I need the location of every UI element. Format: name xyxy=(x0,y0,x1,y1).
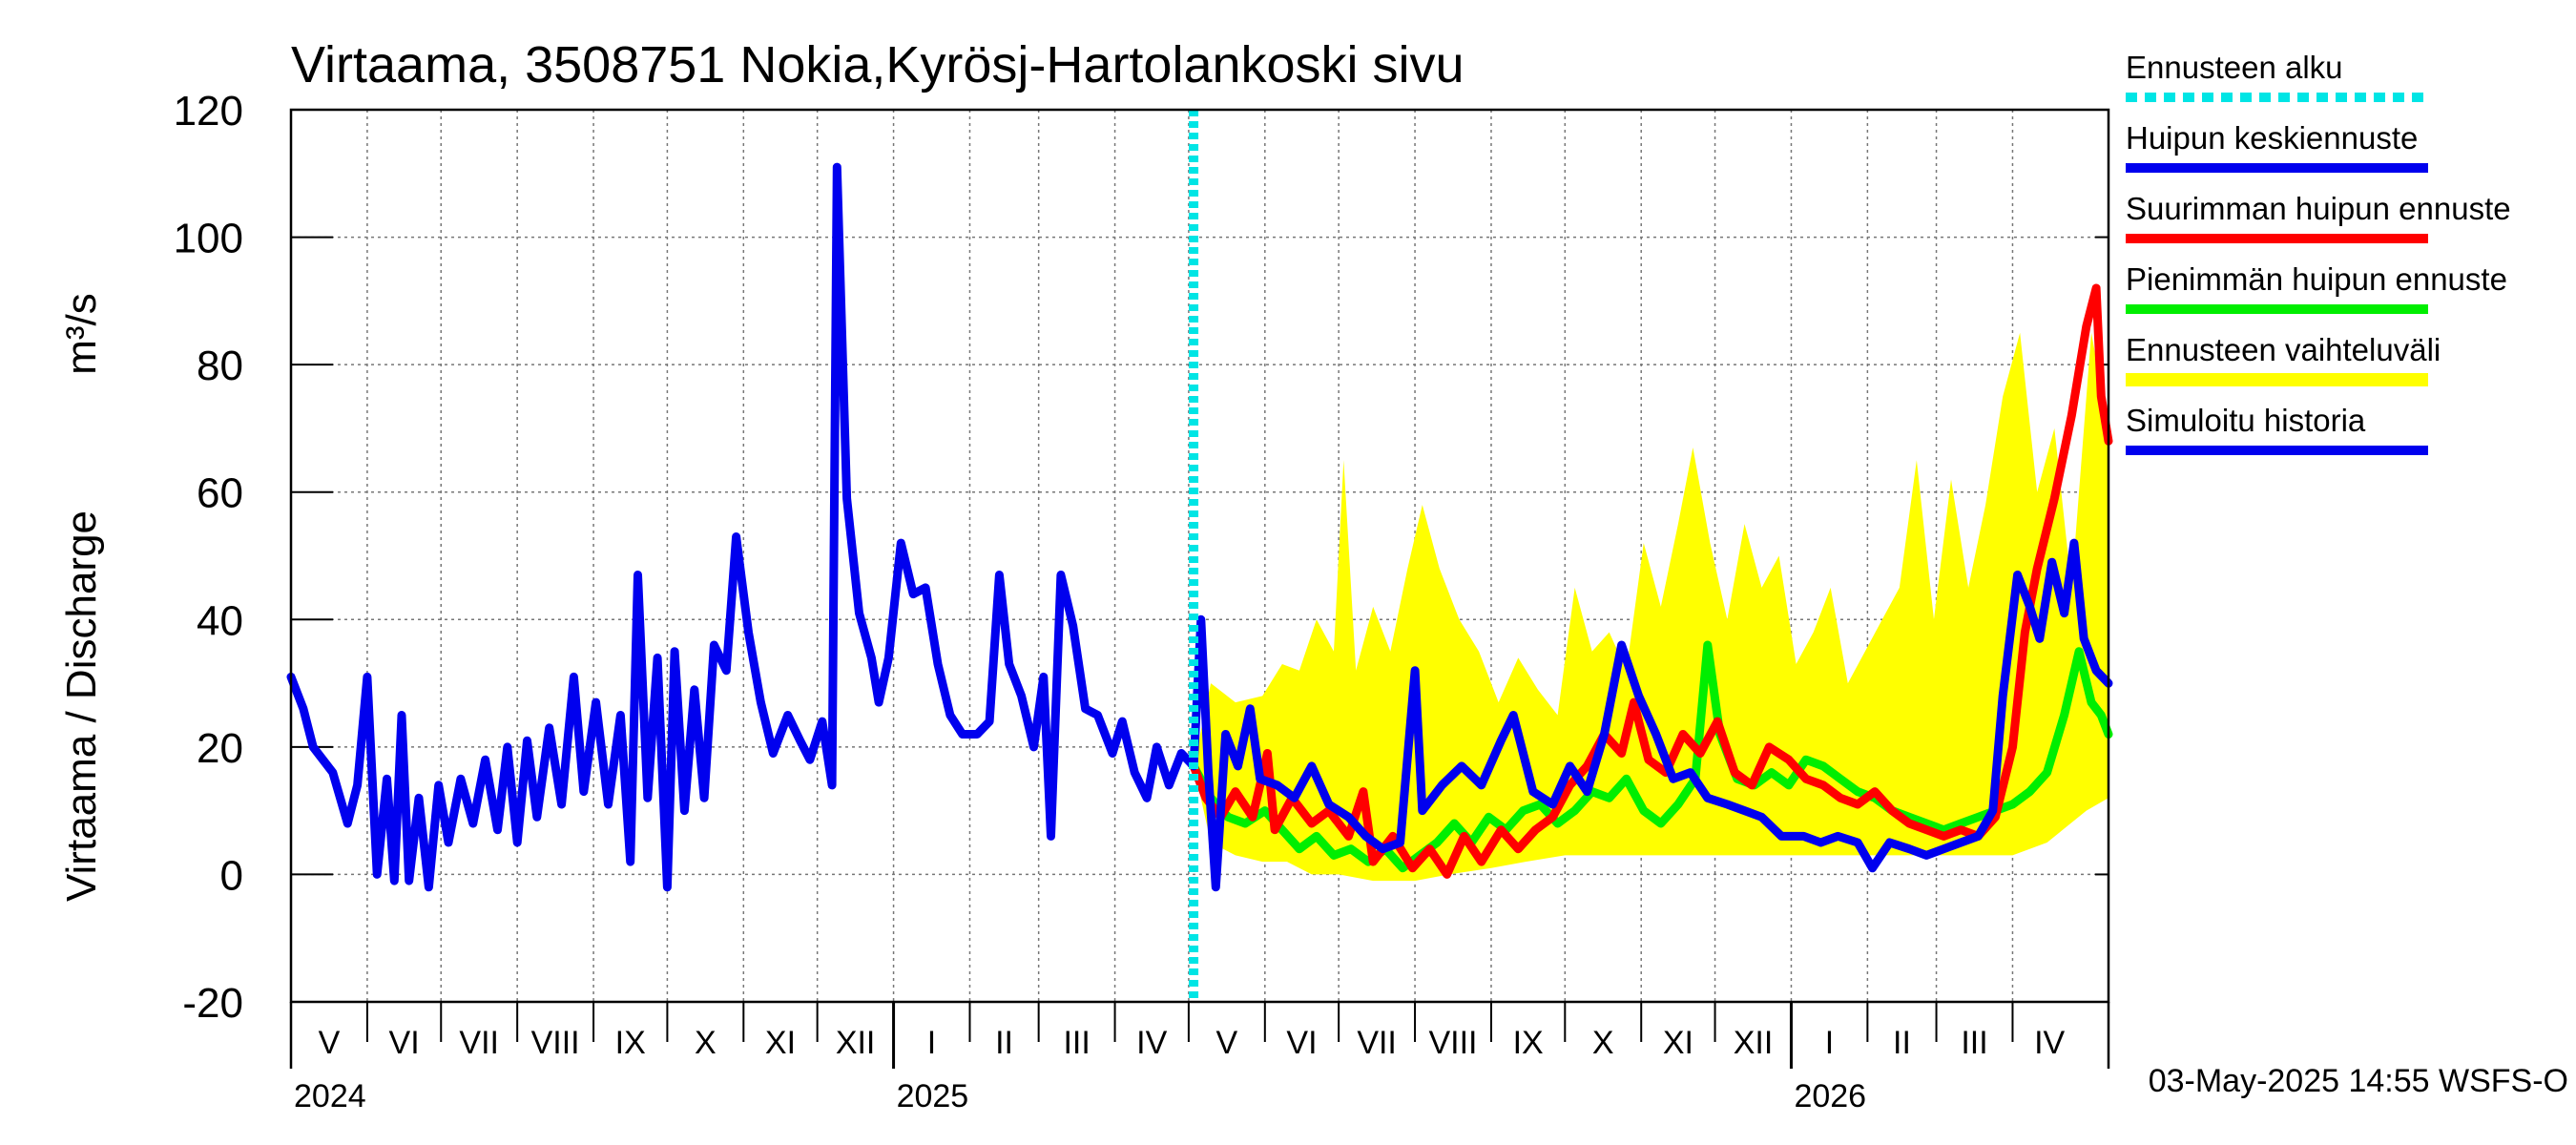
legend: Ennusteen alku Huipun keskiennuste Suurimm… xyxy=(2126,50,2511,455)
y-tick-label: 40 xyxy=(197,597,243,644)
month-label: I xyxy=(927,1025,936,1061)
y-tick-label: 60 xyxy=(197,470,243,517)
y-tick-label: 100 xyxy=(174,216,243,262)
month-label: IX xyxy=(1513,1025,1544,1061)
month-label: X xyxy=(1592,1025,1614,1061)
month-label: VII xyxy=(1357,1025,1397,1061)
month-label: IV xyxy=(2034,1025,2065,1061)
month-label: III xyxy=(1961,1025,1987,1061)
year-label: 2025 xyxy=(897,1078,969,1114)
month-label: II xyxy=(1893,1025,1911,1061)
y-tick-label: 0 xyxy=(220,852,243,899)
legend-mean-peak-forecast-label: Huipun keskiennuste xyxy=(2126,120,2418,156)
month-label: XI xyxy=(1663,1025,1693,1061)
chart-title: Virtaama, 3508751 Nokia,Kyrösj-Hartolank… xyxy=(291,36,1465,94)
y-tick-label: -20 xyxy=(182,980,243,1027)
legend-max-peak-forecast-label: Suurimman huipun ennuste xyxy=(2126,191,2511,226)
month-label: VI xyxy=(389,1025,420,1061)
month-label: VIII xyxy=(531,1025,580,1061)
series-simulated-history xyxy=(286,162,1198,892)
month-label: VII xyxy=(459,1025,499,1061)
y-tick-label: 20 xyxy=(197,725,243,772)
plot-frame xyxy=(289,108,2110,1004)
legend-simulated-history-label: Simuloitu historia xyxy=(2126,403,2366,438)
month-label: I xyxy=(1825,1025,1834,1061)
y-axis-label: Virtaama / Discharge xyxy=(58,510,105,902)
legend-forecast-range-label: Ennusteen vaihteluväli xyxy=(2126,332,2441,367)
month-label: IX xyxy=(615,1025,646,1061)
y-tick-label: 80 xyxy=(197,343,243,389)
month-label: V xyxy=(1216,1025,1238,1061)
series-min-peak-forecast xyxy=(1189,640,2113,873)
month-label: XI xyxy=(765,1025,796,1061)
year-label: 2026 xyxy=(1794,1078,1866,1114)
month-label: VI xyxy=(1286,1025,1317,1061)
y-axis-unit: m³/s xyxy=(58,293,105,375)
month-label: III xyxy=(1063,1025,1090,1061)
legend-forecast-start-label: Ennusteen alku xyxy=(2126,50,2343,85)
month-label: XII xyxy=(836,1025,876,1061)
series-mean-peak-forecast xyxy=(1189,538,2113,892)
month-label: VIII xyxy=(1428,1025,1477,1061)
legend-min-peak-forecast-label: Pienimmän huipun ennuste xyxy=(2126,261,2507,297)
month-label: XII xyxy=(1734,1025,1774,1061)
month-label: II xyxy=(995,1025,1013,1061)
month-label: V xyxy=(319,1025,341,1061)
y-tick-label: 120 xyxy=(174,88,243,135)
month-label: X xyxy=(695,1025,717,1061)
timestamp: 03-May-2025 14:55 WSFS-O xyxy=(2149,1063,2568,1099)
month-label: IV xyxy=(1136,1025,1167,1061)
year-label: 2024 xyxy=(294,1078,366,1114)
